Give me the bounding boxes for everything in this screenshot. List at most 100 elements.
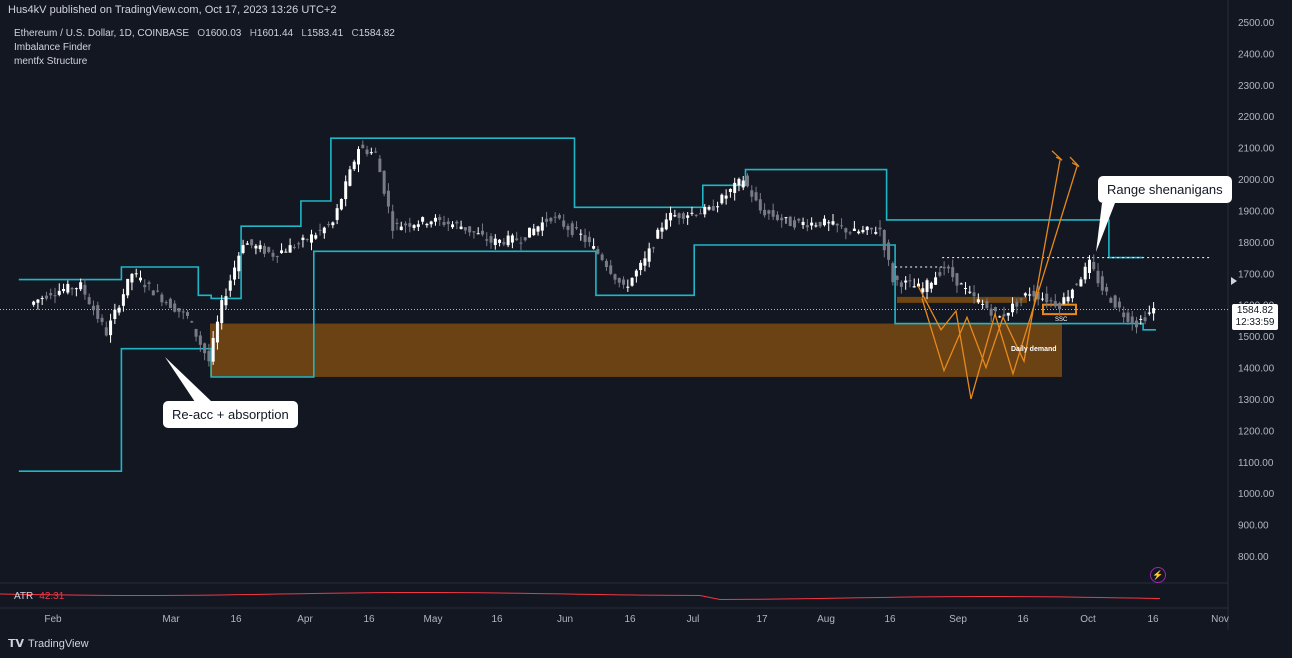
candle-body xyxy=(536,226,540,232)
price-tick-label: 2100.00 xyxy=(1238,144,1275,155)
candle-body xyxy=(891,263,895,283)
price-tick-label: 2400.00 xyxy=(1238,49,1275,60)
bar-countdown: 12:33:59 xyxy=(1235,317,1275,328)
candle-body xyxy=(1092,261,1096,270)
candle-body xyxy=(916,283,920,287)
brand-name: TradingView xyxy=(28,637,89,650)
candle-body xyxy=(143,284,147,288)
candle-body xyxy=(750,190,754,197)
candle-body xyxy=(604,260,608,268)
price-tick-label: 1400.00 xyxy=(1238,364,1275,375)
candle-body xyxy=(1036,291,1040,300)
atr-line xyxy=(0,592,1161,600)
high-label: H xyxy=(249,28,257,39)
candle-body xyxy=(138,277,142,281)
lightning-icon[interactable]: ⚡ xyxy=(1150,567,1166,583)
candle-body xyxy=(626,286,630,288)
time-tick-label: Jul xyxy=(687,614,700,625)
candle-body xyxy=(1087,259,1091,273)
candle-body xyxy=(690,212,694,214)
candle-body xyxy=(404,223,408,226)
candle-body xyxy=(66,283,70,293)
time-tick-label: Feb xyxy=(44,614,62,625)
candle-body xyxy=(677,213,681,219)
candle-body xyxy=(297,243,301,245)
candle-body xyxy=(1040,298,1044,300)
candle-body xyxy=(972,292,976,297)
candle-body xyxy=(1002,314,1006,317)
candle-body xyxy=(280,250,284,254)
structure-line-lower xyxy=(18,244,1156,472)
indicator-imbalance-finder[interactable]: Imbalance Finder xyxy=(14,42,92,53)
indicator-mentfx-structure[interactable]: mentfx Structure xyxy=(14,56,88,67)
candle-body xyxy=(557,215,561,219)
candle-body xyxy=(412,225,416,228)
callout-range: Range shenanigans xyxy=(1098,176,1232,203)
time-tick-label: Nov xyxy=(1211,614,1229,625)
candle-body xyxy=(237,255,241,272)
candle-body xyxy=(754,192,758,201)
candle-body xyxy=(634,270,638,277)
candle-body xyxy=(887,242,891,260)
candle-body xyxy=(472,231,476,233)
candle-body xyxy=(429,221,433,225)
candle-body xyxy=(998,316,1002,318)
candle-body xyxy=(805,225,809,228)
candle-body xyxy=(946,266,950,269)
atr-value: 42.31 xyxy=(39,591,65,602)
candle-body xyxy=(399,226,403,231)
candle-body xyxy=(506,235,510,246)
atr-legend[interactable]: ATR 42.31 xyxy=(14,591,64,602)
symbol-name[interactable]: Ethereum / U.S. Dollar, 1D, COINBASE xyxy=(14,28,190,39)
candle-body xyxy=(181,311,185,313)
candle-body xyxy=(1122,312,1126,318)
candle-body xyxy=(100,317,104,322)
candle-body xyxy=(643,258,647,266)
candle-body xyxy=(1006,312,1010,316)
time-tick-label: 16 xyxy=(884,614,896,625)
candle-body xyxy=(425,223,429,226)
projection-arrowhead-2 xyxy=(1069,156,1080,168)
candle-body xyxy=(1130,316,1134,324)
candle-body xyxy=(942,266,946,269)
scroll-right-icon[interactable] xyxy=(1231,277,1237,285)
candle-body xyxy=(1070,289,1074,299)
candle-body xyxy=(305,239,309,241)
candle-body xyxy=(254,245,258,249)
candle-body xyxy=(485,239,489,241)
candle-body xyxy=(352,161,356,170)
candle-body xyxy=(549,217,553,222)
candle-body xyxy=(262,245,266,254)
candle-body xyxy=(1105,287,1109,292)
candle-body xyxy=(104,327,108,336)
candle-body xyxy=(117,307,121,313)
candle-body xyxy=(711,206,715,211)
candle-body xyxy=(566,225,570,230)
symbol-legend: Ethereum / U.S. Dollar, 1D, COINBASE O16… xyxy=(14,27,395,69)
candle-body xyxy=(134,273,138,275)
callout-reacc-pointer xyxy=(165,357,212,402)
candle-body xyxy=(733,182,737,193)
price-tick-label: 2500.00 xyxy=(1238,18,1275,29)
candle-body xyxy=(211,337,215,362)
close-value: 1584.82 xyxy=(358,28,395,39)
candle-body xyxy=(814,225,818,227)
price-tick-label: 900.00 xyxy=(1238,521,1269,532)
candle-body xyxy=(763,209,767,216)
candle-body xyxy=(1100,276,1104,291)
candle-body xyxy=(938,272,942,276)
candle-body xyxy=(32,301,36,305)
daily-demand-label: Daily demand xyxy=(1011,346,1057,353)
tv-logo-icon: 𝗧𝗩 xyxy=(8,638,25,650)
candle-body xyxy=(190,321,194,323)
price-tick-label: 1700.00 xyxy=(1238,269,1275,280)
price-tick-label: 1000.00 xyxy=(1238,489,1275,500)
time-tick-label: 16 xyxy=(624,614,636,625)
candle-body xyxy=(698,213,702,215)
candle-body xyxy=(267,247,271,253)
candle-body xyxy=(716,206,720,208)
candle-body xyxy=(613,274,617,280)
price-tick-label: 1800.00 xyxy=(1238,238,1275,249)
candle-body xyxy=(835,223,839,226)
